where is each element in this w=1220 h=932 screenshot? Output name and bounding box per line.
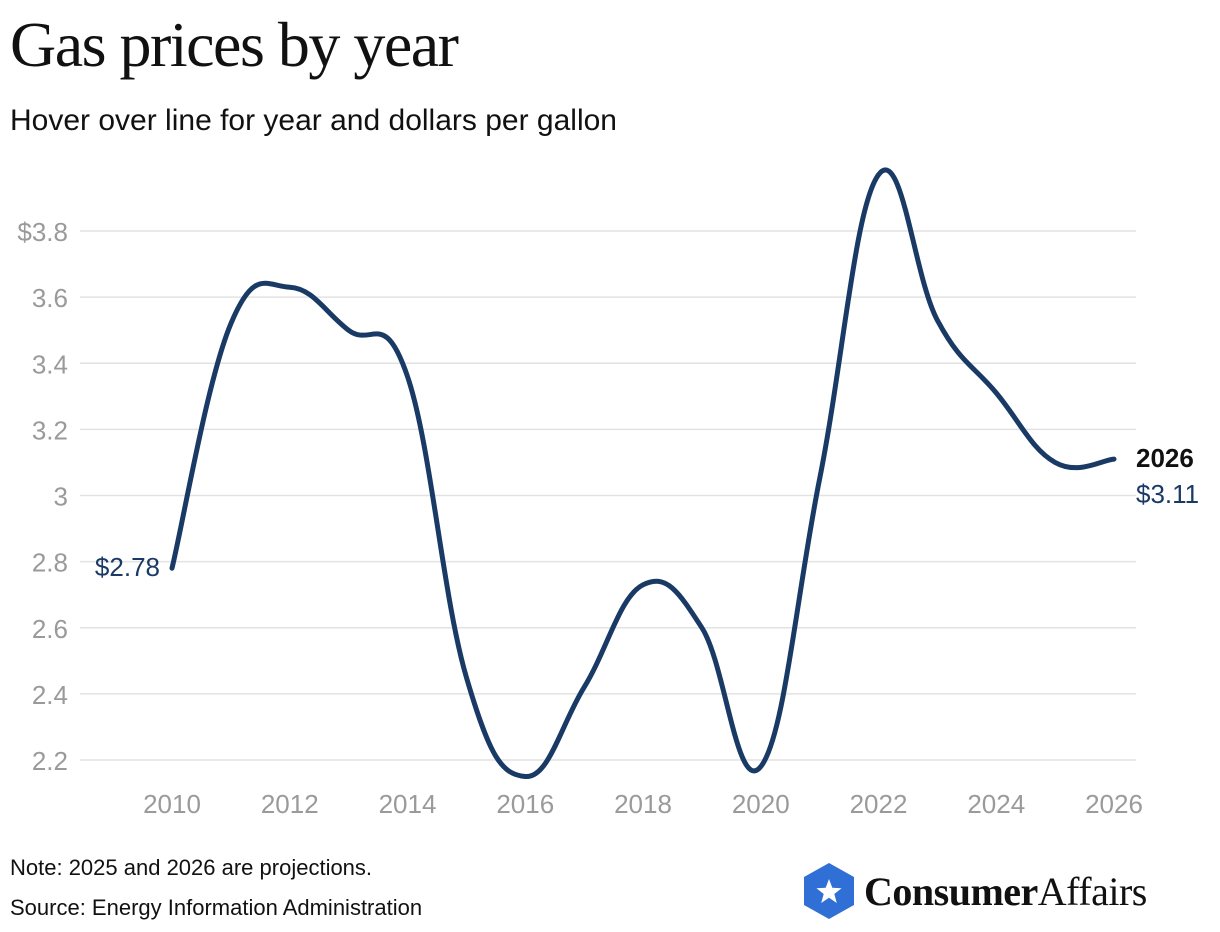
data-point[interactable]: 2012: $3.63: [281, 278, 299, 296]
data-point[interactable]: 2019: $2.60: [693, 619, 711, 637]
start-value-label: $2.78: [95, 552, 160, 582]
data-point[interactable]: 2014: $3.36: [399, 367, 417, 385]
page-title: Gas prices by year: [10, 9, 459, 80]
y-tick-label: 3.2: [32, 415, 68, 445]
consumeraffairs-logo[interactable]: ConsumerAffairs: [802, 862, 1212, 922]
projection-note: Note: 2025 and 2026 are projections.: [10, 855, 373, 880]
data-point[interactable]: 2016: $2.15: [516, 768, 534, 786]
x-tick-label: 2012: [261, 789, 319, 819]
end-value-label: $3.11: [1136, 479, 1199, 509]
x-tick-label: 2016: [496, 789, 554, 819]
data-point[interactable]: 2026: $3.11: [1105, 450, 1123, 468]
series-labels: $2.78 2026 $3.11: [95, 443, 1199, 582]
data-point[interactable]: 2025: $3.10: [1046, 453, 1064, 471]
end-year-label: 2026: [1136, 443, 1194, 473]
logo-wordmark-bold: Consumer: [864, 869, 1038, 914]
x-tick-label: 2024: [967, 789, 1025, 819]
source-credit: Source: Energy Information Administratio…: [10, 895, 423, 920]
y-tick-label: 2.4: [32, 680, 68, 710]
y-tick-label: 3.6: [32, 283, 68, 313]
x-tick-label: 2010: [143, 789, 201, 819]
logo-wordmark-regular: Affairs: [1037, 869, 1148, 914]
data-point[interactable]: 2020: $2.18: [752, 758, 770, 776]
x-tick-label: 2026: [1085, 789, 1143, 819]
y-tick-label: 2.8: [32, 548, 68, 578]
data-point[interactable]: 2024: $3.31: [987, 384, 1005, 402]
y-tick-label: 3: [54, 482, 68, 512]
y-tick-label: 3.4: [32, 349, 68, 379]
y-tick-label: 2.6: [32, 614, 68, 644]
data-point[interactable]: 2023: $3.53: [928, 311, 946, 329]
x-tick-label: 2022: [850, 789, 908, 819]
data-point[interactable]: 2010: $2.78: [163, 559, 181, 577]
star-shield-icon: [804, 863, 854, 919]
data-point[interactable]: 2021: $3.05: [811, 470, 829, 488]
data-point[interactable]: 2022: $3.97: [870, 166, 888, 184]
gas-price-chart[interactable]: 2.22.42.62.833.23.43.6$3.8 2010 2012 2014 2…: [0, 0, 1220, 850]
y-tick-label: 2.2: [32, 746, 68, 776]
x-tick-label: 2018: [614, 789, 672, 819]
data-point[interactable]: 2015: $2.45: [457, 668, 475, 686]
y-tick-label: $3.8: [17, 217, 68, 247]
data-point[interactable]: 2011: $3.52: [222, 315, 240, 333]
x-axis-ticks: 2010 2012 2014 2016 2018 2020 2022 2024 2026: [143, 789, 1143, 819]
data-point[interactable]: 2017: $2.42: [575, 678, 593, 696]
price-line[interactable]: [169, 167, 1117, 779]
x-tick-label: 2020: [732, 789, 790, 819]
x-tick-label: 2014: [379, 789, 437, 819]
page-subtitle: Hover over line for year and dollars per…: [10, 104, 617, 137]
y-axis-ticks: 2.2 2.4 2.6 2.8 3 3.2 3.4 3.6 $3.8: [17, 217, 68, 776]
grid-lines: [80, 230, 1136, 761]
price-series[interactable]: 2010: $2.78 2011: $3.52 2012: $3.63 2013: $…: [163, 166, 1123, 786]
data-point[interactable]: 2013: $3.50: [340, 321, 358, 339]
data-point[interactable]: 2018: $2.73: [634, 576, 652, 594]
logo-wordmark: ConsumerAffairs: [864, 868, 1147, 915]
